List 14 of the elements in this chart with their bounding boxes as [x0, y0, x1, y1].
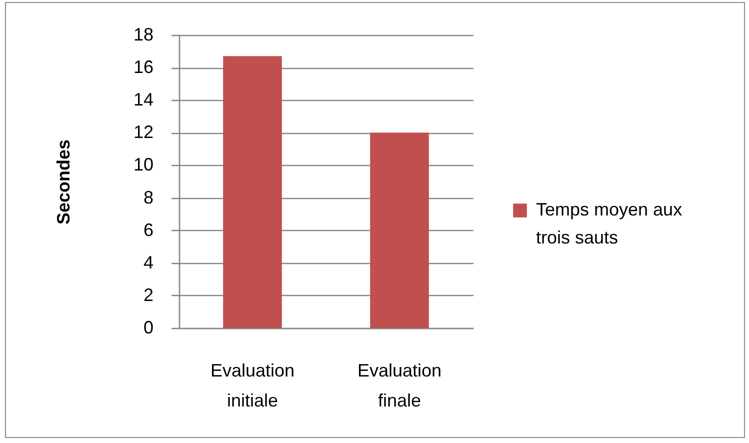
y-tick-label: 2: [143, 284, 154, 305]
y-tick-label: 8: [143, 187, 154, 208]
legend-label: Temps moyen aux trois sauts: [536, 200, 682, 248]
y-tick-label: 10: [133, 154, 154, 175]
y-tick-label: 4: [143, 252, 154, 272]
y-tick-label: 12: [133, 122, 154, 142]
x-tick-label: Evaluation finale: [357, 360, 442, 410]
y-tick-label: 14: [133, 90, 154, 110]
y-tick-label: 16: [133, 57, 154, 78]
x-tick-label: Evaluation initiale: [210, 360, 295, 410]
y-tick-label: 18: [133, 24, 154, 44]
y-tick-label: 0: [143, 318, 154, 338]
y-tick-label: 6: [143, 220, 154, 240]
y-axis-title: Secondes: [53, 139, 74, 225]
